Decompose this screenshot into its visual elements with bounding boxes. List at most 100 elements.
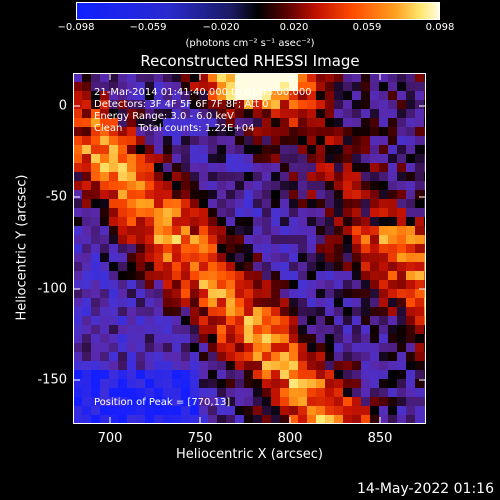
heatmap-cell: [289, 316, 299, 326]
heatmap-cell: [334, 172, 344, 182]
heatmap-cell: [379, 271, 389, 281]
heatmap-cell: [181, 316, 191, 326]
heatmap-cell: [82, 307, 92, 317]
heatmap-cell: [154, 379, 164, 389]
heatmap-cell: [379, 415, 389, 424]
heatmap-cell: [370, 100, 380, 110]
heatmap-cell: [244, 370, 254, 380]
heatmap-cell: [298, 163, 308, 173]
heatmap-cell: [271, 388, 281, 398]
heatmap-cell: [307, 91, 317, 101]
heatmap-cell: [100, 253, 110, 263]
heatmap-cell: [190, 172, 200, 182]
heatmap-cell: [145, 379, 155, 389]
heatmap-cell: [397, 334, 407, 344]
heatmap-cell: [307, 370, 317, 380]
heatmap-cell: [145, 82, 155, 92]
heatmap-cell: [73, 271, 83, 281]
heatmap-cell: [118, 397, 128, 407]
heatmap-cell: [244, 163, 254, 173]
heatmap-cell: [172, 82, 182, 92]
heatmap-cell: [388, 361, 398, 371]
heatmap-cell: [226, 343, 236, 353]
heatmap-cell: [343, 298, 353, 308]
heatmap-cell: [118, 370, 128, 380]
heatmap-cell: [100, 127, 110, 137]
heatmap-cell: [253, 226, 263, 236]
heatmap-cell: [307, 253, 317, 263]
heatmap-cell: [415, 109, 425, 119]
heatmap-cell: [406, 370, 416, 380]
heatmap-cell: [136, 190, 146, 200]
heatmap-cell: [361, 100, 371, 110]
heatmap-cell: [226, 145, 236, 155]
heatmap-cell: [109, 397, 119, 407]
heatmap-cell: [118, 190, 128, 200]
heatmap-cell: [190, 343, 200, 353]
heatmap-cell: [109, 208, 119, 218]
heatmap-cell: [154, 100, 164, 110]
heatmap-cell: [199, 100, 209, 110]
heatmap-cell: [379, 91, 389, 101]
heatmap-cell: [280, 406, 290, 416]
heatmap-cell: [190, 280, 200, 290]
heatmap-cell: [235, 226, 245, 236]
heatmap-cell: [370, 352, 380, 362]
heatmap-cell: [145, 406, 155, 416]
heatmap-cell: [307, 334, 317, 344]
heatmap-cell: [397, 307, 407, 317]
heatmap-cell: [334, 334, 344, 344]
heatmap-cell: [127, 343, 137, 353]
heatmap-cell: [91, 397, 101, 407]
heatmap-cell: [406, 307, 416, 317]
heatmap-cell: [244, 136, 254, 146]
heatmap-cell: [190, 226, 200, 236]
heatmap-cell: [217, 190, 227, 200]
heatmap-cell: [217, 100, 227, 110]
heatmap-cell: [82, 298, 92, 308]
heatmap-cell: [334, 163, 344, 173]
heatmap-cell: [415, 397, 425, 407]
heatmap-cell: [406, 154, 416, 164]
heatmap-cell: [325, 100, 335, 110]
heatmap-cell: [199, 82, 209, 92]
heatmap-cell: [343, 154, 353, 164]
heatmap-cell: [208, 361, 218, 371]
heatmap-cell: [316, 127, 326, 137]
heatmap-cell: [370, 415, 380, 424]
heatmap-cell: [343, 316, 353, 326]
heatmap-cell: [199, 325, 209, 335]
heatmap-cell: [298, 343, 308, 353]
heatmap-cell: [334, 208, 344, 218]
heatmap-cell: [262, 280, 272, 290]
heatmap-cell: [316, 370, 326, 380]
heatmap-cell: [316, 136, 326, 146]
heatmap-cell: [145, 127, 155, 137]
heatmap-cell: [244, 271, 254, 281]
heatmap-cell: [334, 316, 344, 326]
heatmap-cell: [172, 91, 182, 101]
heatmap-cell: [361, 109, 371, 119]
heatmap-cell: [73, 235, 83, 245]
heatmap-cell: [343, 271, 353, 281]
heatmap-cell: [127, 172, 137, 182]
heatmap-cell: [73, 208, 83, 218]
heatmap-cell: [199, 406, 209, 416]
heatmap-cell: [172, 163, 182, 173]
heatmap-cell: [325, 127, 335, 137]
annotation-time: 21-Mar-2014 01:41:40.000 to 01:43:00.000: [94, 87, 312, 98]
heatmap-cell: [136, 163, 146, 173]
heatmap-cell: [253, 136, 263, 146]
heatmap-cell: [109, 163, 119, 173]
heatmap-cell: [307, 181, 317, 191]
heatmap-cell: [163, 172, 173, 182]
heatmap-cell: [208, 280, 218, 290]
heatmap-cell: [145, 145, 155, 155]
heatmap-cell: [244, 181, 254, 191]
heatmap-cell: [406, 379, 416, 389]
heatmap-cell: [271, 244, 281, 254]
heatmap-cell: [199, 118, 209, 128]
heatmap-cell: [109, 370, 119, 380]
heatmap-cell: [325, 406, 335, 416]
heatmap-cell: [397, 208, 407, 218]
